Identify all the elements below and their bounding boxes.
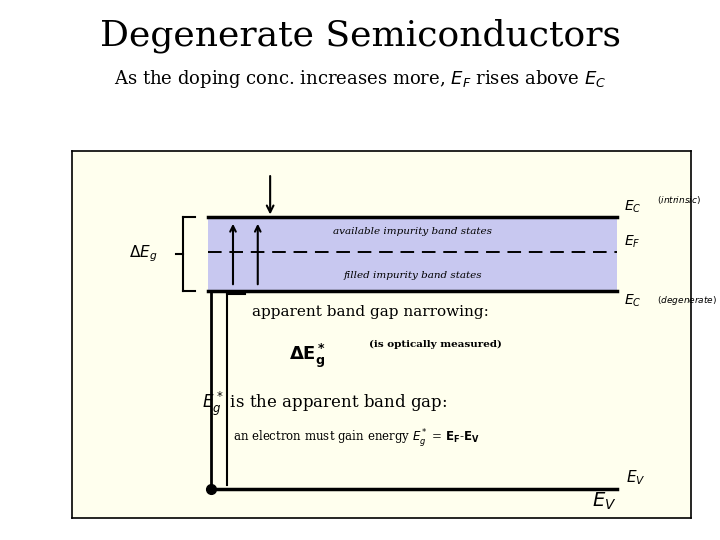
Text: Degenerate Semiconductors: Degenerate Semiconductors — [99, 19, 621, 53]
Text: $E_C$: $E_C$ — [624, 199, 642, 215]
Text: $E_g^*$ is the apparent band gap:: $E_g^*$ is the apparent band gap: — [202, 390, 447, 418]
Text: $\Delta E_g$: $\Delta E_g$ — [129, 244, 158, 264]
Bar — [208, 217, 617, 291]
Text: $E_V$: $E_V$ — [592, 491, 616, 512]
Text: an electron must gain energy $E_g^*$ = $\mathbf{E_F}$-$\mathbf{E_V}$: an electron must gain energy $E_g^*$ = $… — [233, 427, 480, 449]
Text: $E_C$: $E_C$ — [624, 293, 642, 309]
Text: $(degenerate)$: $(degenerate)$ — [657, 294, 717, 307]
Text: apparent band gap narrowing:: apparent band gap narrowing: — [251, 306, 488, 320]
Text: As the doping conc. increases more, $E_F$ rises above $E_C$: As the doping conc. increases more, $E_F… — [114, 68, 606, 90]
Text: $\mathbf{\Delta E_g^*}$: $\mathbf{\Delta E_g^*}$ — [289, 342, 326, 370]
Text: $E_V$: $E_V$ — [626, 469, 646, 487]
Text: $E_F$: $E_F$ — [624, 234, 641, 251]
Text: (is optically measured): (is optically measured) — [369, 340, 502, 349]
Text: $(intrinsic)$: $(intrinsic)$ — [657, 194, 701, 206]
Text: filled impurity band states: filled impurity band states — [343, 271, 482, 280]
Text: available impurity band states: available impurity band states — [333, 227, 492, 235]
